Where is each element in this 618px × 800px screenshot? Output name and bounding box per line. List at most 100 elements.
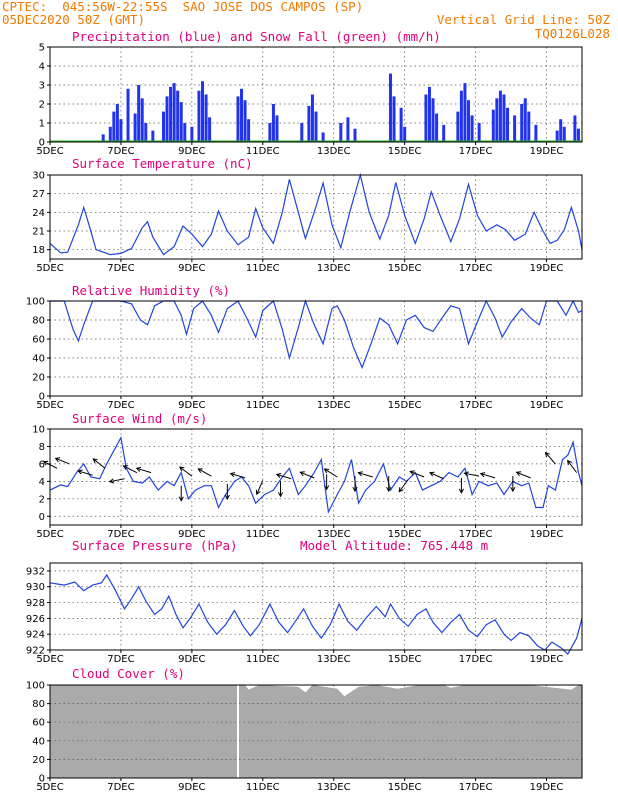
wind-arrow [78, 470, 93, 476]
xtick-label: 7DEC [107, 263, 134, 274]
ytick-label: 932 [26, 566, 45, 577]
precip-bar [506, 107, 510, 142]
wind-arrow-head [108, 478, 115, 484]
precip-bar [463, 83, 467, 142]
panel-wind: 0 2 4 6 8 10 5DEC 7DEC 9DEC 11DEC 13DEC 15DEC 17DEC 1… [32, 411, 583, 540]
wind-arrow-head [357, 471, 363, 477]
pres-line [49, 573, 583, 655]
xtick-label: 17DEC [459, 654, 493, 665]
wind-arrow-head [352, 486, 358, 493]
panel-title-temp: Surface Temperature (nC) [72, 156, 253, 171]
ytick-label: 0 [39, 512, 45, 523]
xtick-label: 13DEC [317, 782, 351, 793]
xtick-label: 9DEC [178, 654, 205, 665]
xtick-label: 17DEC [459, 529, 493, 540]
wind-arrow [92, 458, 106, 469]
ytick-label: 0 [39, 392, 45, 403]
panel-precip: 0 1 2 3 4 5 5DEC 7DEC 9DEC 11DEC 13DEC 15DEC 17DEC 19… [36, 29, 583, 157]
xtick-label: 5DEC [36, 529, 63, 540]
wind-arrow-head [429, 471, 435, 477]
precip-bar [190, 126, 194, 142]
precip-bar [559, 119, 563, 142]
panel-cloud: 0 20 40 60 80 100 5DEC 7DEC 9DEC 11DEC 13DEC 15DEC 1… [26, 666, 583, 793]
ytick-label: 20 [32, 755, 45, 766]
precip-bar [314, 111, 318, 142]
frame-wind [49, 428, 583, 526]
precip-bar [140, 98, 144, 142]
precip-bar [534, 124, 538, 142]
ytick-label: 2 [39, 100, 45, 111]
xtick-label: 5DEC [36, 146, 63, 157]
wind-arrow [179, 466, 193, 477]
xtick-label: 7DEC [107, 146, 134, 157]
ytick-label: 1 [39, 119, 45, 130]
header-grid-note: Vertical Grid Line: 50Z [436, 12, 610, 27]
ytick-label: 5 [39, 43, 45, 54]
ytick-label: 80 [32, 316, 45, 327]
frame-cloud [49, 684, 583, 779]
wind-arrow [109, 478, 125, 483]
wind-arrow-head [92, 458, 98, 464]
precip-bar [321, 132, 325, 142]
wind-arrow [230, 473, 246, 479]
panel-rh: 0 20 40 60 80 100 5DEC 7DEC 9DEC 11DEC 13DEC 15DEC 1… [26, 283, 583, 411]
ytick-label: 928 [26, 598, 45, 609]
wind-arrow-head [277, 492, 284, 498]
xtick-label: 17DEC [459, 263, 493, 274]
ytick-label: 10 [32, 425, 45, 436]
ytick-label: 20 [32, 373, 45, 384]
precip-bar [399, 107, 403, 142]
precip-bar [527, 111, 531, 142]
wind-arrow-head [54, 457, 61, 463]
header-model-id: TQ0126L028 [534, 26, 610, 41]
wind-arrow [410, 470, 425, 478]
precip-bar [151, 130, 155, 142]
header-date: 05DEC2020 50Z (GMT) [2, 12, 145, 27]
xtick-label: 19DEC [530, 782, 564, 793]
ytick-label: 100 [26, 681, 45, 692]
precip-bar [307, 105, 311, 142]
frame-pres [49, 562, 583, 651]
xtick-label: 15DEC [388, 529, 422, 540]
wind-arrow [123, 465, 138, 474]
xtick-label: 11DEC [246, 654, 280, 665]
precip-bar [204, 94, 208, 142]
xtick-label: 7DEC [107, 654, 134, 665]
wind-arrow [516, 471, 531, 479]
temp-line [49, 172, 583, 256]
panel-title-wind: Surface Wind (m/s) [72, 411, 207, 426]
wind-arrow-head [510, 486, 516, 493]
xtick-label: 15DEC [388, 263, 422, 274]
panel-title-precip: Precipitation (blue) and Snow Fall (gree… [72, 29, 441, 44]
precip-bar [520, 104, 524, 142]
precip-bar [346, 117, 350, 142]
xtick-label: 11DEC [246, 263, 280, 274]
wind-arrow-head [463, 471, 469, 477]
xtick-label: 17DEC [459, 146, 493, 157]
wind-arrow-head [567, 459, 572, 466]
wind-arrow-head [275, 473, 282, 478]
wind-arrow-head [197, 468, 203, 473]
ytick-label: 2 [39, 494, 45, 505]
wind-arrow-head [479, 472, 486, 478]
ytick-label: 80 [32, 699, 45, 710]
wind-line [49, 435, 583, 514]
precip-bar [133, 113, 137, 142]
precip-bar [431, 98, 435, 142]
precip-bar [573, 115, 577, 142]
precip-bar [353, 128, 357, 142]
wind-arrow-head [544, 451, 550, 458]
precip-bar [495, 98, 499, 142]
xtick-label: 19DEC [530, 529, 564, 540]
wind-arrow-head [386, 486, 392, 493]
xtick-label: 7DEC [107, 400, 134, 411]
precip-bar [176, 90, 180, 142]
precip-bar [101, 134, 105, 142]
precip-bar [243, 100, 247, 142]
xtick-label: 11DEC [246, 782, 280, 793]
frame-rh [49, 300, 583, 397]
xtick-label: 13DEC [317, 146, 351, 157]
precip-bar [208, 117, 212, 142]
precip-bar [456, 111, 460, 142]
wind-arrow [429, 472, 444, 480]
